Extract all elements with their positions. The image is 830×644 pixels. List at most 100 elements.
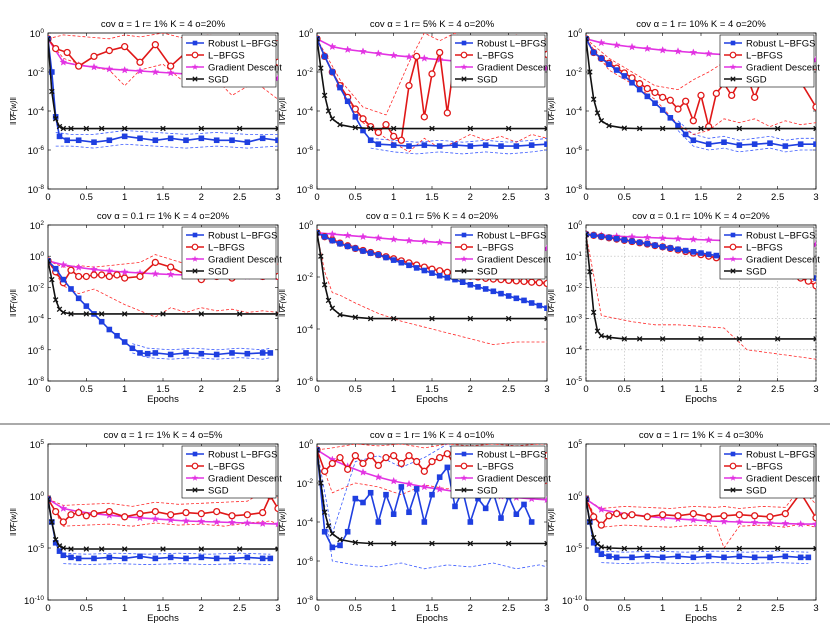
- sgd-data-point: [98, 125, 105, 132]
- robust-band-hi: [55, 130, 278, 135]
- y-tick-label: 100: [299, 28, 314, 40]
- robust-data-point: [667, 245, 674, 251]
- y-tick-base: 10: [297, 273, 308, 284]
- lbfgs-data-point: [197, 510, 205, 518]
- robust-data-point: [690, 554, 697, 561]
- robust-data-point: [259, 135, 266, 142]
- lbfgs-band-lo: [586, 498, 816, 549]
- gd-data-point: [628, 42, 636, 51]
- lbfgs-data-point: [367, 452, 375, 460]
- y-tick-exponent: 0: [309, 220, 313, 227]
- x-tick-label: 1.5: [156, 192, 169, 203]
- x-axis-label: Epochs: [685, 394, 717, 405]
- sgd-data-point: [390, 315, 397, 322]
- robust-data-point: [267, 555, 274, 562]
- lbfgs-band-hi: [48, 487, 278, 507]
- legend-label: Gradient Descent: [208, 63, 282, 74]
- sgd-data-point: [587, 269, 593, 275]
- x-tick-label: 1: [391, 603, 396, 614]
- gd-data-point: [420, 54, 429, 62]
- robust-data-point: [629, 238, 635, 245]
- chart-title: cov α = 0.1 r= 10% K = 4 o=20%: [632, 211, 770, 222]
- x-tick-label: 1: [660, 384, 665, 395]
- legend-sgd-marker: [730, 268, 736, 274]
- lbfgs-data-point: [390, 452, 398, 460]
- y-tick-base: 10: [566, 107, 577, 118]
- lbfgs-data-point: [689, 117, 697, 125]
- robust-data-point: [652, 100, 658, 107]
- lbfgs-data-point: [90, 52, 98, 61]
- lbfgs-data-point: [659, 93, 667, 101]
- lbfgs-data-point: [643, 513, 651, 521]
- sgd-data-point: [606, 334, 612, 341]
- sgd-data-point: [68, 125, 74, 132]
- sgd-data-point: [83, 546, 90, 552]
- chart-title: cov α = 1 r= 5% K = 4 o=20%: [370, 19, 495, 30]
- gd-data-point: [750, 518, 759, 526]
- y-tick-label: 10-6: [297, 556, 314, 568]
- sgd-data-point: [698, 125, 704, 132]
- sgd-data-point: [317, 36, 320, 42]
- gd-data-point: [136, 66, 144, 75]
- legend-gd-marker: [191, 63, 199, 70]
- sgd-data-point: [467, 125, 474, 132]
- gd-data-point: [812, 519, 816, 528]
- gd-data-point: [796, 519, 805, 528]
- lbfgs-data-point: [443, 450, 451, 458]
- gd-data-point: [674, 234, 682, 243]
- sgd-data-point: [352, 539, 359, 546]
- robust-data-point: [375, 519, 382, 525]
- robust-data-point: [337, 84, 343, 91]
- legend-label: Robust L−BFGS: [208, 39, 277, 50]
- robust-data-point: [60, 552, 67, 559]
- robust-data-point: [521, 297, 527, 304]
- y-tick-exponent: -3: [576, 314, 582, 321]
- lbfgs-data-point: [405, 82, 413, 90]
- robust-band-lo: [677, 130, 816, 153]
- lbfgs-band-lo: [317, 232, 547, 346]
- y-tick-label: 100: [30, 491, 45, 503]
- lbfgs-data-point: [228, 512, 236, 520]
- lbfgs-data-point: [751, 512, 759, 520]
- gd-data-point: [781, 519, 790, 527]
- lbfgs-data-point: [397, 459, 405, 468]
- lbfgs-band-lo: [317, 449, 547, 496]
- gd-data-point: [704, 235, 713, 244]
- robust-band-lo: [317, 449, 547, 570]
- robust-data-point: [114, 332, 120, 339]
- legend-lbfgs-marker: [729, 243, 737, 251]
- robust-data-point: [337, 542, 343, 549]
- x-tick-label: 3: [275, 384, 280, 395]
- sgd-data-point: [598, 117, 605, 124]
- sgd-data-point: [598, 544, 605, 550]
- lbfgs-data-point: [697, 91, 705, 100]
- robust-data-point: [498, 515, 504, 521]
- y-tick-base: 10: [297, 518, 308, 529]
- sgd-data-point: [505, 315, 512, 322]
- robust-data-point: [482, 505, 489, 512]
- sgd-data-point: [160, 125, 166, 132]
- gd-data-point: [435, 238, 444, 246]
- x-tick-label: 2: [737, 603, 742, 614]
- x-tick-label: 2: [468, 384, 473, 395]
- robust-band-hi: [677, 120, 816, 141]
- robust-data-point: [183, 137, 189, 144]
- chart-title: cov α = 0.1 r= 1% K = 4 o=20%: [97, 211, 230, 222]
- x-tick-label: 0: [314, 603, 319, 614]
- y-tick-label: 10-6: [28, 145, 45, 157]
- lbfgs-data-point: [63, 48, 71, 57]
- legend-robust-marker: [730, 232, 736, 238]
- lbfgs-data-point: [182, 508, 190, 517]
- lbfgs-series-line: [586, 38, 816, 127]
- robust-data-point: [797, 141, 804, 147]
- lbfgs-data-point: [812, 282, 816, 290]
- sgd-data-point: [49, 88, 55, 95]
- robust-data-point: [590, 49, 597, 56]
- robust-data-point: [413, 265, 420, 271]
- sgd-data-point: [813, 336, 816, 342]
- legend-label: Gradient Descent: [746, 63, 820, 74]
- lbfgs-data-point: [167, 511, 175, 519]
- robust-data-point: [68, 286, 74, 292]
- legend-label: L−BFGS: [477, 51, 514, 62]
- legend-label: L−BFGS: [746, 462, 783, 473]
